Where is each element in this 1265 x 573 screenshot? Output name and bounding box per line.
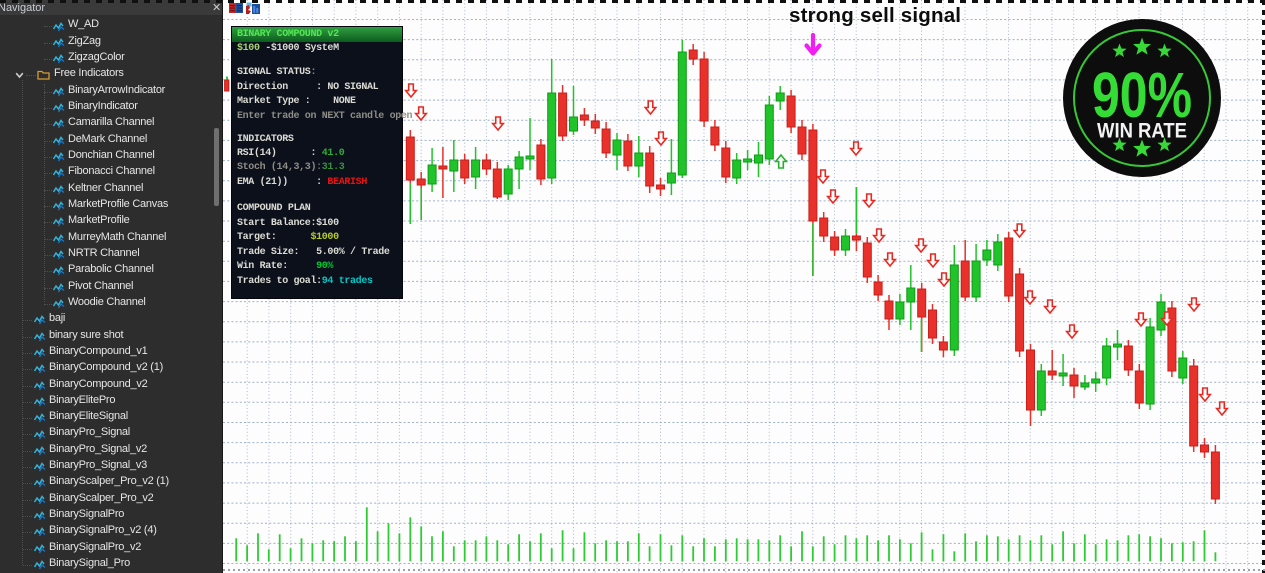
svg-text:90%: 90% xyxy=(1092,59,1192,131)
svg-text:WIN RATE: WIN RATE xyxy=(1097,120,1187,143)
